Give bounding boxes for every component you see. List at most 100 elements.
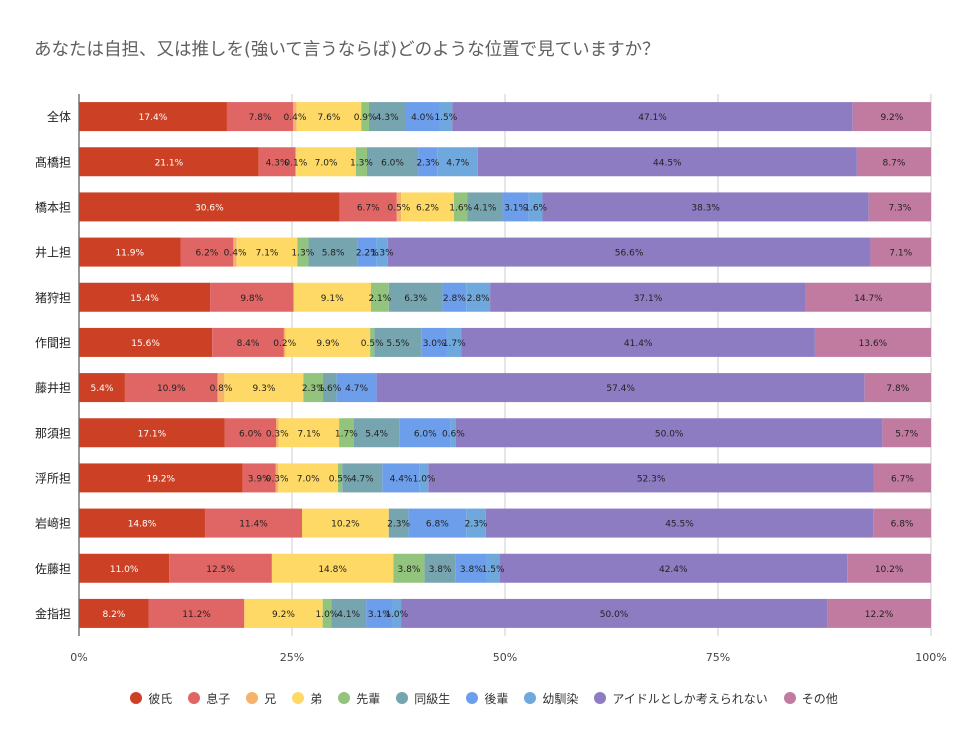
data-label: 50.0%: [655, 429, 684, 439]
bar-segment: [502, 192, 529, 222]
category-label: 井上担: [35, 246, 71, 260]
data-label: 1.3%: [371, 249, 394, 259]
bar-segment: [864, 373, 931, 403]
data-label: 38.3%: [691, 203, 720, 213]
category-label: 作間担: [35, 336, 71, 350]
data-label: 4.0%: [411, 113, 434, 123]
bar-segment: [486, 553, 500, 583]
x-tick-label: 75%: [706, 651, 730, 664]
data-label: 44.5%: [653, 158, 682, 168]
bar-segment: [814, 327, 931, 357]
bar-segment: [79, 553, 170, 583]
data-label: 4.1%: [474, 203, 497, 213]
data-label: 6.2%: [416, 203, 439, 213]
category-label: 全体: [47, 109, 71, 124]
bar-segment: [446, 327, 462, 357]
data-label: 3.1%: [368, 610, 391, 620]
data-label: 8.4%: [237, 339, 260, 349]
category-label: 髙橋担: [35, 154, 71, 169]
data-label: 3.8%: [429, 565, 452, 575]
data-label: 0.4%: [284, 113, 307, 123]
data-label: 2.2%: [356, 249, 379, 259]
data-label: 6.0%: [414, 429, 437, 439]
data-label: 0.4%: [224, 249, 247, 259]
legend-label: 彼氏: [148, 691, 173, 706]
data-label: 1.7%: [335, 429, 358, 439]
bar-segment: [278, 463, 339, 493]
data-label: 0.9%: [354, 113, 377, 123]
bar-segment: [419, 463, 429, 493]
data-label: 56.6%: [615, 249, 644, 259]
data-label: 2.8%: [443, 294, 466, 304]
bar-segment: [297, 237, 309, 267]
data-label: 3.0%: [423, 339, 446, 349]
bar-segment: [466, 508, 486, 538]
legend-item: アイドルとしか考えられない: [594, 690, 768, 707]
data-label: 10.2%: [331, 520, 360, 530]
bar-segment: [366, 598, 393, 628]
bar-segment: [244, 598, 323, 628]
legend-label: その他: [801, 691, 838, 706]
legend: 彼氏 息子 兄 弟 先輩 同級生 後輩 幼馴染 アイドルとしか考えられない その他: [0, 686, 968, 710]
bar-segment: [169, 553, 272, 583]
data-label: 6.7%: [891, 474, 914, 484]
bar-segment: [79, 327, 213, 357]
bar-segment: [827, 598, 931, 628]
bar-segment: [308, 237, 358, 267]
data-label: 4.7%: [446, 158, 469, 168]
data-label: 0.3%: [266, 474, 289, 484]
category-label: 橋本担: [35, 200, 71, 214]
data-label: 2.3%: [465, 520, 488, 530]
category-label: 岩﨑担: [35, 516, 71, 531]
bar-segment: [466, 282, 491, 312]
legend-swatch: [524, 692, 537, 704]
bar-segment: [336, 373, 377, 403]
bar-segment: [405, 102, 440, 132]
bar-segment: [477, 147, 857, 177]
data-label: 5.5%: [386, 339, 409, 349]
data-label: 4.1%: [337, 610, 360, 620]
legend-swatch: [466, 692, 479, 704]
bar-segment: [258, 147, 296, 177]
bar-segment: [393, 553, 425, 583]
data-label: 0.5%: [387, 203, 410, 213]
data-label: 3.1%: [504, 203, 527, 213]
legend-swatch: [594, 692, 607, 704]
data-label: 21.1%: [155, 158, 184, 168]
category-label: 那須担: [35, 426, 71, 440]
bar-segment: [285, 327, 371, 357]
category-label: 金指担: [35, 606, 71, 621]
bar-segment: [847, 553, 931, 583]
data-label: 19.2%: [146, 474, 175, 484]
data-label: 13.6%: [859, 339, 888, 349]
bar-segment: [408, 508, 467, 538]
bar-segment: [226, 102, 294, 132]
bar-segment: [399, 418, 451, 448]
bar-segment: [467, 192, 503, 222]
data-label: 7.1%: [297, 429, 320, 439]
bar-segment: [357, 237, 377, 267]
data-label: 1.3%: [350, 158, 373, 168]
bar-segment: [418, 147, 438, 177]
legend-swatch: [130, 692, 143, 704]
x-tick-label: 100%: [915, 651, 946, 664]
data-label: 6.3%: [404, 294, 427, 304]
bar-segment: [455, 553, 487, 583]
data-label: 6.0%: [239, 429, 262, 439]
bar-segment: [79, 237, 181, 267]
bar-segment: [296, 102, 362, 132]
legend-item: 兄: [246, 690, 276, 707]
bar-segment: [882, 418, 931, 448]
data-label: 5.8%: [322, 249, 345, 259]
legend-swatch: [783, 692, 796, 704]
data-label: 7.8%: [249, 113, 272, 123]
data-label: 2.8%: [467, 294, 490, 304]
data-label: 1.0%: [413, 474, 436, 484]
data-label: 1.6%: [524, 203, 547, 213]
bar-segment: [370, 327, 375, 357]
bar-segment: [323, 373, 337, 403]
bar-segment: [296, 147, 356, 177]
bar-segment: [450, 418, 456, 448]
data-label: 57.4%: [606, 384, 635, 394]
data-label: 1.7%: [443, 339, 466, 349]
